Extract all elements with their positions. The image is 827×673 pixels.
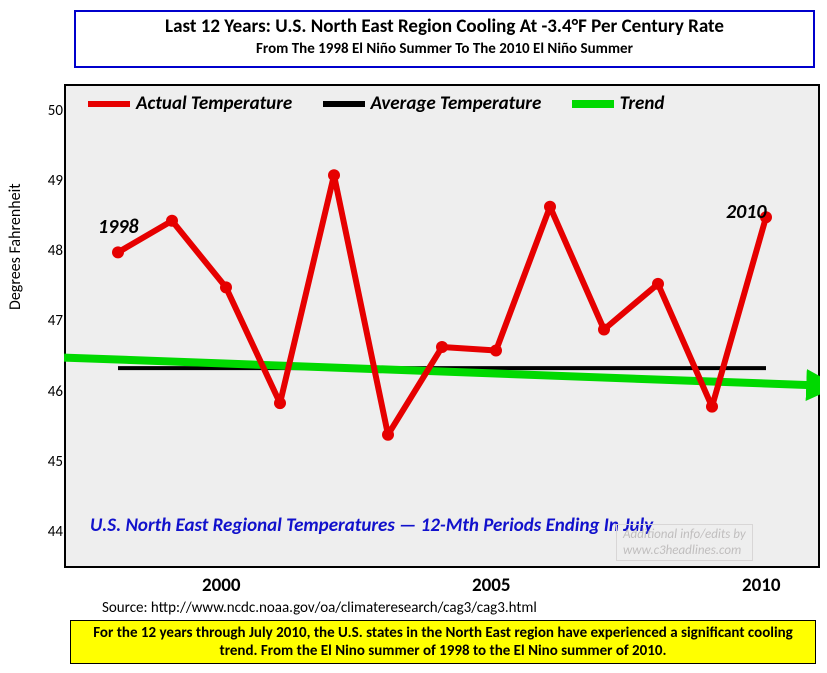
y-tick: 50 [23,102,63,120]
chart-container: Last 12 Years: U.S. North East Region Co… [0,0,827,673]
x-tick: 2000 [202,574,241,597]
x-tick: 2005 [472,574,511,597]
y-tick: 49 [23,172,63,190]
title-main: Last 12 Years: U.S. North East Region Co… [79,15,810,38]
legend-item-actual: Actual Temperature [88,92,292,115]
blue-caption: U.S. North East Regional Temperatures — … [90,514,653,537]
title-sub: From The 1998 El Niño Summer To The 2010… [79,40,810,58]
legend-swatch-average [323,101,365,107]
y-tick: 47 [23,312,63,330]
legend-label-trend: Trend [620,92,665,115]
legend-label-actual: Actual Temperature [136,92,292,115]
annotation-1998: 1998 [98,215,139,239]
legend: Actual Temperature Average Temperature T… [88,92,690,115]
footer-box: For the 12 years through July 2010, the … [70,620,816,664]
source-text: Source: http://www.ncdc.noaa.gov/oa/clim… [102,599,537,617]
legend-item-trend: Trend [572,92,665,115]
annotation-2010: 2010 [726,200,767,224]
legend-swatch-trend [572,100,614,108]
title-box: Last 12 Years: U.S. North East Region Co… [74,10,815,68]
watermark-line2: www.c3headlines.com [623,543,741,558]
chart-svg [64,84,820,568]
y-tick: 45 [23,453,63,471]
y-tick: 48 [23,242,63,260]
legend-item-average: Average Temperature [323,92,542,115]
watermark-line1: Additional info/edits by [623,527,746,542]
legend-swatch-actual [88,101,130,107]
x-tick: 2010 [742,574,781,597]
y-tick: 44 [23,523,63,541]
watermark: Additional info/edits by www.c3headlines… [616,524,753,561]
y-tick: 46 [23,383,63,401]
legend-label-average: Average Temperature [371,92,542,115]
